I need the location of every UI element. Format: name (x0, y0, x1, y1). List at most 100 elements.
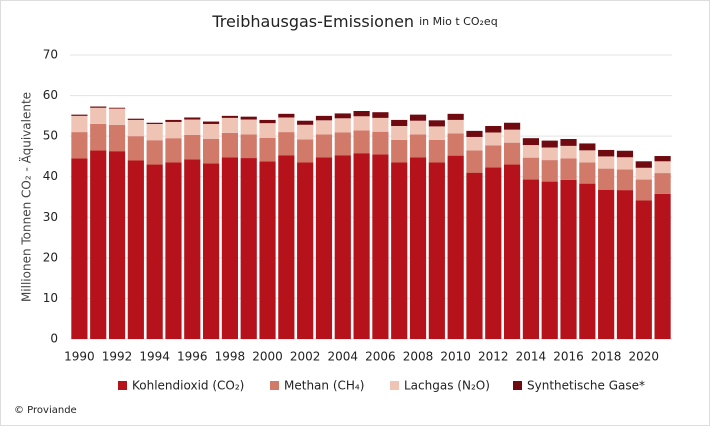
bar-segment (127, 160, 144, 339)
y-tick-label: 30 (43, 210, 58, 224)
x-tick-label: 2002 (290, 350, 321, 364)
bar-segment (391, 119, 408, 126)
bar-segment (409, 114, 427, 121)
legend-swatch (118, 381, 127, 390)
bar-segment (522, 138, 539, 146)
bar-segment (353, 110, 370, 117)
bar-segment (353, 130, 370, 154)
bar-segment (315, 115, 333, 121)
bar-segment (108, 124, 126, 152)
bar-segment (353, 116, 370, 131)
bar-segment (315, 157, 333, 339)
bar-segment (635, 179, 652, 201)
legend-label: Synthetische Gase* (527, 379, 645, 393)
bar-segment (504, 129, 521, 143)
bar-segment (184, 159, 201, 339)
bar-segment (541, 181, 558, 339)
bar-segment (90, 123, 107, 151)
bar-segment (240, 119, 257, 135)
x-tick-label: 1990 (64, 350, 95, 364)
bar-segment (598, 149, 615, 157)
bar-segment (108, 107, 126, 109)
legend-label: Lachgas (N₂O) (404, 379, 490, 393)
bar-segment (372, 154, 389, 339)
bar-segment (522, 157, 539, 180)
bar-segment (654, 161, 671, 174)
legend-label: Methan (CH₄) (284, 379, 364, 393)
x-tick-label: 2010 (440, 350, 471, 364)
bar-segment (184, 119, 201, 135)
bar-segment (90, 106, 107, 108)
bar-segment (297, 124, 314, 140)
legend-swatch (390, 381, 399, 390)
y-axis-label: Millionen Tonnen CO₂ - Äquivalente (19, 92, 34, 302)
bar-segment (353, 153, 370, 339)
bar-segment (635, 200, 652, 339)
bar-segment (71, 115, 88, 133)
bar-segment (240, 116, 257, 120)
bar-segment (409, 120, 427, 135)
bar-segment (108, 108, 126, 125)
bar-segment (221, 117, 238, 133)
bar-segment (165, 162, 182, 339)
bar-segment (71, 158, 88, 339)
x-tick-label: 2014 (516, 350, 547, 364)
bar-segment (203, 163, 220, 339)
bar-segment (598, 189, 615, 339)
bar-segment (127, 119, 144, 137)
bar-segment (259, 119, 276, 124)
x-tick-label: 2006 (365, 350, 396, 364)
bar-segment (579, 162, 596, 184)
x-tick-label: 2000 (252, 350, 283, 364)
bar-segment (447, 155, 464, 339)
bar-segment (428, 139, 445, 163)
y-tick-label: 70 (43, 48, 58, 62)
bar-segment (560, 138, 577, 146)
bar-segment (598, 156, 615, 169)
bar-segment (504, 142, 521, 165)
bar-segment (447, 113, 464, 120)
bar-segment (372, 112, 389, 118)
bar-segment (315, 120, 333, 135)
bar-segment (428, 162, 445, 339)
bar-segment (165, 119, 182, 122)
bar-segment (466, 136, 483, 151)
bar-segment (466, 130, 483, 137)
bar-segment (108, 151, 126, 339)
bar-segment (278, 132, 295, 156)
bar-segment (485, 167, 502, 339)
bar-segment (391, 139, 408, 163)
bar-segment (635, 161, 652, 168)
bar-segment (485, 132, 502, 146)
bar-segment (447, 133, 464, 156)
bar-segment (297, 139, 314, 163)
bar-segment (146, 140, 163, 165)
bar-segment (522, 179, 539, 339)
bar-segment (466, 150, 483, 173)
x-tick-label: 1994 (139, 350, 170, 364)
bar-segment (391, 162, 408, 339)
bar-segment (221, 132, 238, 158)
legend-label: Kohlendioxid (CO₂) (132, 379, 244, 393)
chart-heading: Treibhausgas-Emissionen in Mio t CO₂eq (211, 12, 497, 31)
bar-segment (184, 134, 201, 160)
bar-segment (334, 118, 351, 133)
x-tick-label: 2004 (328, 350, 359, 364)
bar-segment (654, 156, 671, 162)
bar-segment (485, 145, 502, 168)
bar-segment (522, 145, 539, 158)
bar-segment (541, 160, 558, 182)
source: © Proviande (14, 405, 77, 416)
bar-segment (616, 190, 634, 339)
bar-segment (428, 120, 445, 127)
bar-segment (203, 123, 220, 139)
bar-segment (409, 134, 427, 158)
bar-segment (297, 120, 314, 125)
bar-segment (504, 122, 521, 130)
bar-segment (560, 145, 577, 159)
y-tick-label: 50 (43, 129, 58, 143)
chart-subtitle: in Mio t CO₂eq (419, 15, 498, 28)
bar-segment (278, 113, 295, 118)
bar-segment (146, 123, 163, 141)
bar-segment (541, 147, 558, 161)
